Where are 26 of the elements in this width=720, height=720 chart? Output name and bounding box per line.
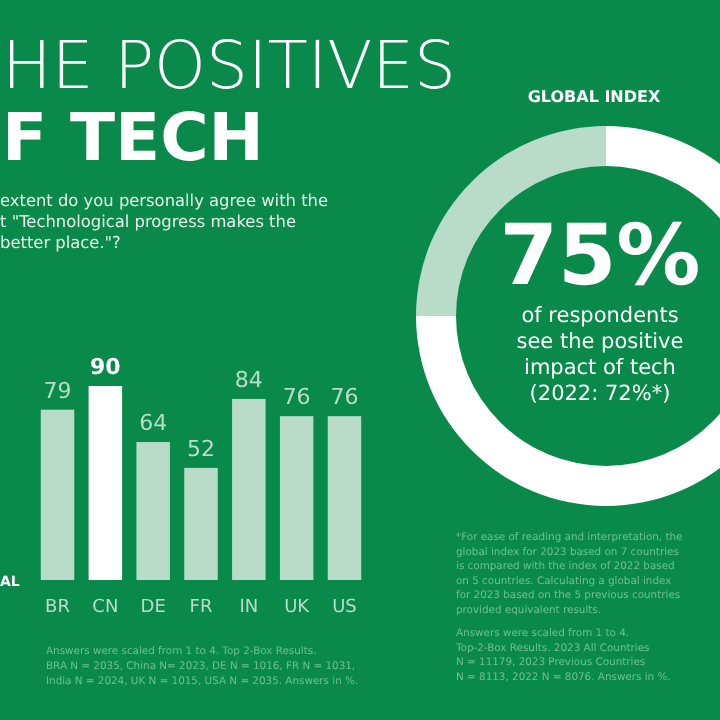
- data-label: 90: [90, 354, 122, 380]
- bar: [327, 416, 362, 580]
- chart-title: HE POSITIVES F TECH: [2, 26, 456, 176]
- bar: [232, 398, 266, 580]
- x-tick-label: US: [332, 598, 358, 618]
- data-label: 79: [43, 377, 72, 404]
- bar: [279, 416, 314, 580]
- data-label: 76: [330, 384, 359, 411]
- bar: [136, 442, 170, 580]
- chart-title: GLOBAL INDEX: [527, 88, 662, 106]
- bar: [40, 409, 75, 580]
- text: of respondents see the positive impact of tech (2022: 72%*): [516, 304, 684, 406]
- x-tick-label: CN: [92, 598, 119, 618]
- bar: [184, 467, 218, 580]
- x-tick-label: DE: [140, 598, 167, 618]
- x-tick-label: FR: [189, 598, 213, 618]
- data-label: 76: [282, 384, 311, 411]
- x-tick-label: BR: [45, 598, 70, 618]
- bar: [88, 386, 123, 580]
- x-tick-label: UK: [284, 598, 312, 618]
- data-label: 84: [234, 366, 263, 393]
- x-tick-label: IN: [239, 598, 259, 618]
- data-label: 64: [139, 410, 168, 437]
- data-label: 52: [187, 435, 215, 462]
- data-label: 75%: [499, 206, 701, 304]
- chart-subtitle: extent do you personally agree with the t "Technological progress makes the better place."?: [0, 190, 329, 252]
